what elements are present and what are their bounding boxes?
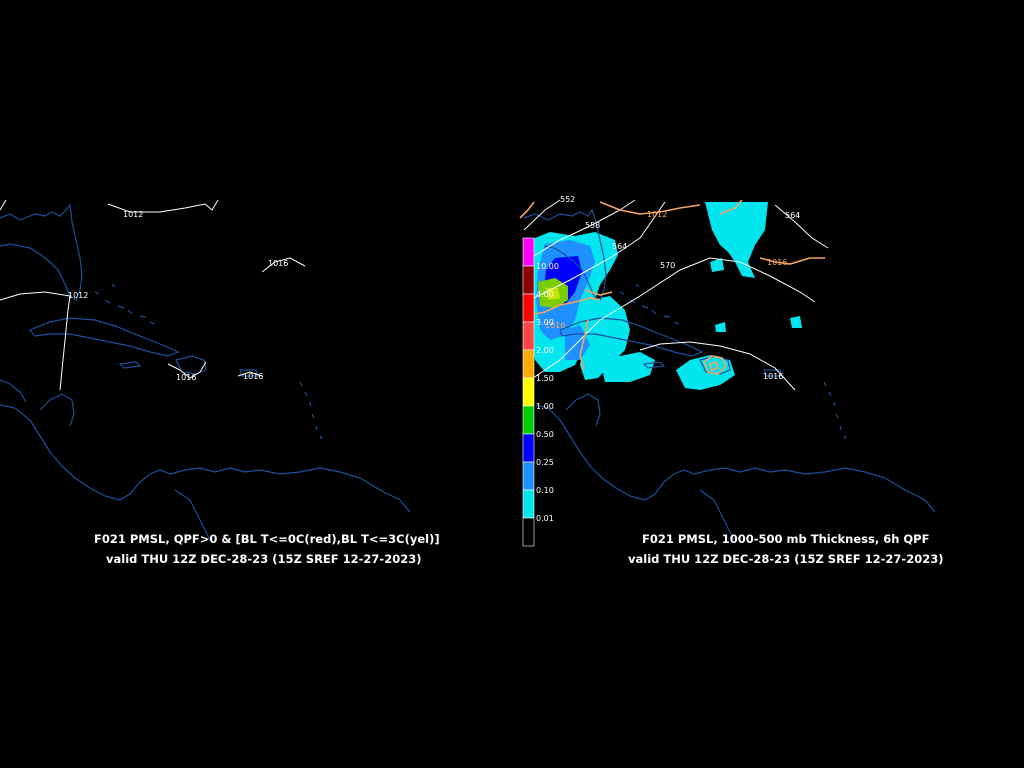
legend-label: 4.00: [536, 290, 554, 299]
isobar-label: 1016: [268, 259, 288, 268]
thickness-label: 570: [660, 261, 675, 270]
qpf-shading: [528, 202, 802, 390]
thickness-label: 564: [785, 211, 800, 220]
thickness-label: 564: [612, 242, 627, 251]
legend-swatch: [522, 461, 535, 491]
legend-swatch: [522, 377, 535, 407]
right-contour-labels: 552 558 564 570 564 1012 1016 1016 1016: [545, 195, 800, 381]
legend-label: 10.00: [536, 262, 559, 271]
right-isobars: [519, 199, 825, 375]
right-caption-line2: valid THU 12Z DEC-28-23 (15Z SREF 12-27-…: [628, 552, 944, 566]
right-coastlines: [523, 208, 936, 541]
left-isobar-labels: 1012 1016 1012 1016 1016: [68, 210, 288, 382]
isobar-label: 1016: [767, 258, 787, 267]
legend-swatch: [522, 517, 535, 547]
legend-swatch: [522, 293, 535, 323]
isobar-label: 1016: [545, 321, 565, 330]
isobar-label: 1012: [123, 210, 143, 219]
legend-label: 3.00: [536, 318, 554, 327]
legend-swatch: [522, 321, 535, 351]
thickness-label: 552: [560, 195, 575, 204]
isobar-label: 1016: [243, 372, 263, 381]
legend-swatch: [522, 489, 535, 519]
left-caption-line2: valid THU 12Z DEC-28-23 (15Z SREF 12-27-…: [106, 552, 422, 566]
legend-swatch: [522, 237, 535, 267]
legend-swatch: [522, 405, 535, 435]
legend-swatch: [522, 265, 535, 295]
right-caption-line1: F021 PMSL, 1000-500 mb Thickness, 6h QPF: [642, 532, 930, 546]
isobar-label: 1016: [763, 372, 783, 381]
left-caption-line1: F021 PMSL, QPF>0 & [BL T<=0C(red),BL T<=…: [94, 532, 440, 546]
left-map-panel: 1012 1016 1012 1016 1016: [0, 199, 411, 541]
thickness-lines: [523, 199, 829, 391]
legend-swatch: [522, 349, 535, 379]
legend-label: 0.01: [536, 514, 554, 523]
left-isobars: [0, 199, 306, 391]
legend-label: 0.10: [536, 486, 554, 495]
isobar-label: 1016: [176, 373, 196, 382]
isobar-label: 1012: [647, 210, 667, 219]
isobar-label: 1012: [68, 291, 88, 300]
right-map-panel: 552 558 564 570 564 1012 1016 1016 1016 …: [519, 195, 936, 547]
legend-label: 1.50: [536, 374, 554, 383]
qpf-legend: 10.00 4.00 3.00 2.00 1.50 1.00 0.50 0.25 0.10 0.0…: [522, 237, 559, 547]
legend-label: 2.00: [536, 346, 554, 355]
legend-swatch: [522, 433, 535, 463]
legend-label: 0.50: [536, 430, 554, 439]
legend-label: 1.00: [536, 402, 554, 411]
thickness-label: 558: [585, 221, 600, 230]
legend-label: 0.25: [536, 458, 554, 467]
